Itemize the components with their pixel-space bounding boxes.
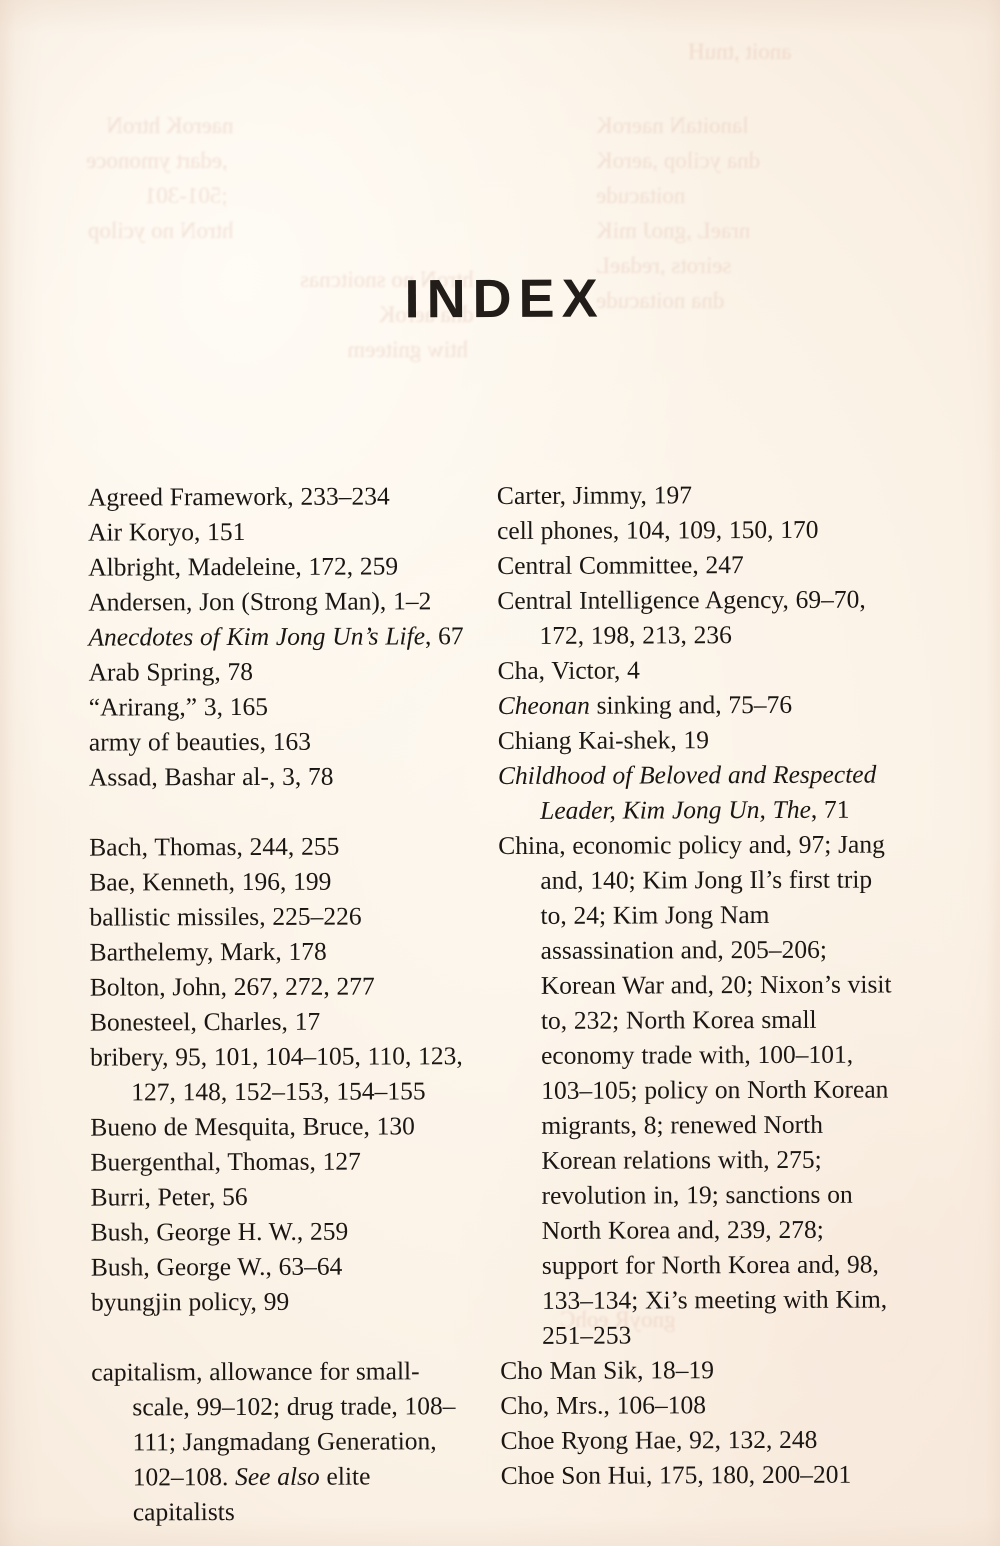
index-entry: Bush, George W., 63–64 xyxy=(91,1248,473,1284)
index-entry-text: Chiang Kai-shek, 19 xyxy=(497,725,710,756)
index-entry-text: Choe Son Hui, 175, 180, 200–201 xyxy=(500,1459,852,1491)
bleed-through-text: naeroK htroN ,edart ymonoce ;501-301 htr… xyxy=(86,113,234,243)
index-entry-text: Bush, George H. W., 259 xyxy=(90,1216,349,1247)
index-entry-text: bribery, 95, 101, 104–105, 110, 123, 127… xyxy=(90,1041,463,1107)
index-entry-text: , 71 xyxy=(810,794,850,824)
index-entry-text: Cha, Victor, 4 xyxy=(497,655,640,686)
page-title: INDEX xyxy=(404,268,605,330)
index-entry-title-italic: See also xyxy=(235,1461,320,1492)
index-entry: Carter, Jimmy, 197 xyxy=(497,476,897,513)
index-entry: Bach, Thomas, 244, 255 xyxy=(89,828,471,864)
index-entry-text: Assad, Bashar al-, 3, 78 xyxy=(88,761,334,792)
index-entry: Cha, Victor, 4 xyxy=(498,651,898,688)
index-entry-text: Burri, Peter, 56 xyxy=(90,1181,248,1212)
index-entry-text: byungjin policy, 99 xyxy=(90,1286,290,1317)
index-entry-text: Carter, Jimmy, 197 xyxy=(496,480,692,511)
index-entry-text: army of beauties, 163 xyxy=(88,726,312,757)
index-column-left: Agreed Framework, 233–234 Air Koryo, 151 A… xyxy=(88,478,474,1529)
index-entry: Childhood of Beloved and Respected Leade… xyxy=(498,756,898,828)
index-entry-text: Cho Man Sik, 18–19 xyxy=(500,1355,715,1386)
index-entry-title-italic: Cheonan xyxy=(497,690,590,721)
index-entry-text: Arab Spring, 78 xyxy=(88,656,254,687)
index-entry: Anecdotes of Kim Jong Un’s Life, 67 xyxy=(88,618,470,654)
index-entry-text: Bach, Thomas, 244, 255 xyxy=(89,831,340,862)
index-entry: army of beauties, 163 xyxy=(89,723,471,759)
index-entry: Central Committee, 247 xyxy=(497,546,897,583)
index-entry-text: , 67 xyxy=(424,621,464,651)
index-entry: Choe Son Hui, 175, 180, 200–201 xyxy=(501,1456,901,1493)
index-letter-group: capitalism, allowance for small-scale, 9… xyxy=(91,1353,474,1529)
index-entry-text: Albright, Madeleine, 172, 259 xyxy=(88,551,399,582)
index-entry: Cho Man Sik, 18–19 xyxy=(500,1351,900,1388)
index-columns: Agreed Framework, 233–234 Air Koryo, 151 A… xyxy=(2,476,1000,1526)
index-entry: byungjin policy, 99 xyxy=(91,1283,473,1319)
index-entry: “Arirang,” 3, 165 xyxy=(89,688,471,724)
index-entry: Assad, Bashar al-, 3, 78 xyxy=(89,758,471,794)
index-entry: Bolton, John, 267, 272, 277 xyxy=(90,968,472,1004)
index-letter-group: Carter, Jimmy, 197 cell phones, 104, 109,… xyxy=(497,476,901,1493)
index-entry-text: Bonesteel, Charles, 17 xyxy=(89,1006,321,1037)
index-entry-title-italic: Anecdotes of Kim Jong Un’s Life xyxy=(88,621,426,652)
index-letter-group: Bach, Thomas, 244, 255 Bae, Kenneth, 196,… xyxy=(89,828,473,1319)
index-entry-text: sinking and, 75–76 xyxy=(589,689,793,720)
index-entry: Arab Spring, 78 xyxy=(89,653,471,689)
index-entry-text: Andersen, Jon (Strong Man), 1–2 xyxy=(88,586,432,617)
index-entry: Albright, Madeleine, 172, 259 xyxy=(88,548,470,584)
index-entry: Bush, George H. W., 259 xyxy=(91,1213,473,1249)
index-entry-text: Central Committee, 247 xyxy=(497,550,744,581)
index-entry: cell phones, 104, 109, 150, 170 xyxy=(497,511,897,548)
index-entry: ballistic missiles, 225–226 xyxy=(89,898,471,934)
index-entry: Agreed Framework, 233–234 xyxy=(88,478,470,514)
index-entry-text: Barthelemy, Mark, 178 xyxy=(89,936,327,967)
bleed-through-text: anoit ,tnuH xyxy=(688,39,792,64)
index-entry-text: Cho, Mrs., 106–108 xyxy=(500,1390,706,1421)
index-entry-text: ballistic missiles, 225–226 xyxy=(89,901,362,932)
index-entry: Air Koryo, 151 xyxy=(88,513,470,549)
index-entry: bribery, 95, 101, 104–105, 110, 123, 127… xyxy=(90,1038,472,1109)
index-entry-text: China, economic policy and, 97; Jang and… xyxy=(498,829,892,1350)
index-entry: Cho, Mrs., 106–108 xyxy=(500,1386,900,1423)
index-entry: Buergenthal, Thomas, 127 xyxy=(90,1143,472,1179)
index-entry-text: Bolton, John, 267, 272, 277 xyxy=(89,971,375,1002)
index-entry: Andersen, Jon (Strong Man), 1–2 xyxy=(88,583,470,619)
index-entry-text: Central Intelligence Agency, 69–70, 172,… xyxy=(497,584,866,650)
index-entry-text: “Arirang,” 3, 165 xyxy=(88,691,269,722)
index-entry: Bae, Kenneth, 196, 199 xyxy=(89,863,471,899)
index-entry-text: Agreed Framework, 233–234 xyxy=(87,481,390,512)
index-column-right: Carter, Jimmy, 197 cell phones, 104, 109,… xyxy=(497,476,901,1493)
index-entry: Barthelemy, Mark, 178 xyxy=(90,933,472,969)
index-entry: Choe Ryong Hae, 92, 132, 248 xyxy=(500,1421,900,1458)
index-entry-text: Bueno de Mesquita, Bruce, 130 xyxy=(90,1111,415,1142)
index-entry-text: Bush, George W., 63–64 xyxy=(90,1251,343,1282)
index-letter-group: Agreed Framework, 233–234 Air Koryo, 151 A… xyxy=(88,478,471,794)
index-entry: China, economic policy and, 97; Jang and… xyxy=(498,826,900,1353)
index-entry-text: Air Koryo, 151 xyxy=(87,516,246,547)
index-entry-text: Choe Ryong Hae, 92, 132, 248 xyxy=(500,1424,818,1456)
index-entry: Central Intelligence Agency, 69–70, 172,… xyxy=(497,581,897,653)
index-entry: capitalism, allowance for small-scale, 9… xyxy=(91,1353,474,1529)
index-entry-text: Bae, Kenneth, 196, 199 xyxy=(89,866,332,897)
index-entry-text: Buergenthal, Thomas, 127 xyxy=(90,1146,361,1177)
index-entry: Bonesteel, Charles, 17 xyxy=(90,1003,472,1039)
index-entry: Burri, Peter, 56 xyxy=(91,1178,473,1214)
index-entry: Bueno de Mesquita, Bruce, 130 xyxy=(90,1108,472,1144)
index-entry: Cheonan sinking and, 75–76 xyxy=(498,686,898,723)
index-entry: Chiang Kai-shek, 19 xyxy=(498,721,898,758)
index-entry-text: cell phones, 104, 109, 150, 170 xyxy=(496,514,819,546)
